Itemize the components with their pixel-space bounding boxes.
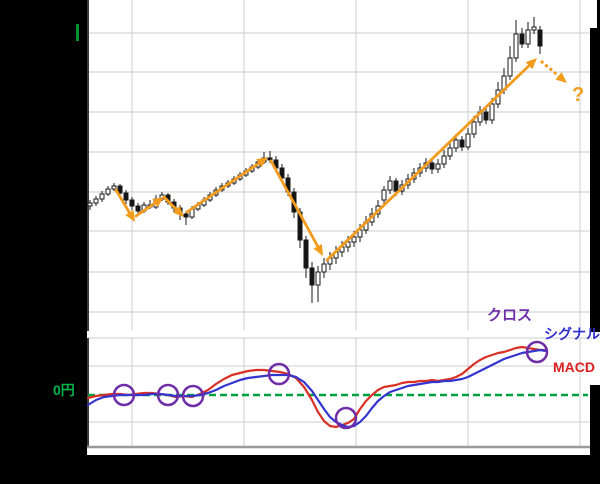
candle-up (513, 33, 519, 59)
candle-down (483, 111, 489, 121)
macd-line (86, 345, 548, 429)
redacted-right-edge-upper (590, 28, 600, 332)
macd-line-label: MACD (553, 359, 595, 375)
cross-circles (112, 340, 549, 430)
candle-down (183, 213, 189, 218)
candle-up (87, 202, 93, 207)
cross-circle (334, 406, 358, 430)
cross-label: クロス (487, 307, 533, 324)
candle-down (537, 29, 543, 47)
cross-circle (267, 362, 291, 386)
candle-down (393, 180, 399, 192)
axes (87, 0, 592, 449)
candle-down (519, 33, 525, 45)
candle-down (117, 185, 123, 194)
candle-up (351, 236, 357, 243)
arrowhead (256, 157, 268, 168)
candle-up (321, 263, 327, 273)
candle-down (135, 205, 141, 212)
candle-up (447, 147, 453, 157)
candle-up (441, 155, 447, 165)
cross-circle (181, 384, 205, 408)
trend-arrow (185, 158, 265, 214)
candle-up (315, 271, 321, 286)
candle-down (429, 162, 435, 170)
candle-up (93, 198, 99, 204)
trend-arrow (269, 159, 322, 253)
arrowhead (313, 244, 323, 256)
candle-up (435, 163, 441, 170)
cross-circle (525, 340, 549, 364)
candle-up (105, 188, 111, 195)
candle-down (123, 192, 129, 201)
redacted-right-edge-lower (590, 385, 600, 484)
candle-down (129, 199, 135, 207)
candle-down (267, 157, 273, 161)
candle-up (507, 57, 513, 77)
redacted-right-edge-top (597, 0, 600, 28)
candle-down (459, 139, 465, 148)
candle-up (471, 121, 477, 135)
grid (88, 0, 592, 448)
candle-down (279, 167, 285, 179)
zero-yen-label: 0円 (53, 382, 75, 398)
candle-up (99, 193, 105, 200)
candle-down (309, 267, 315, 286)
redacted-date-axis-area (0, 455, 600, 484)
candle-up (111, 185, 117, 190)
candle-up (525, 29, 531, 45)
candle-up (387, 180, 393, 191)
candle-up (345, 241, 351, 248)
arrowhead (525, 58, 537, 70)
arrowhead (125, 210, 135, 222)
cross-circle (112, 383, 136, 407)
candle-down (303, 239, 309, 269)
candlesticks (87, 17, 543, 303)
arrowhead (172, 205, 184, 217)
cross-circle (156, 383, 180, 407)
arrowhead (152, 197, 164, 208)
candle-up (489, 103, 495, 121)
candle-up (381, 189, 387, 201)
trend-arrow (114, 188, 134, 219)
candle-up (531, 26, 537, 31)
signal-line-label: シグナル (544, 326, 600, 342)
candle-up (453, 139, 459, 149)
arrowhead (555, 72, 567, 83)
green-axis-remnant-mark (76, 24, 79, 41)
trend-arrow (325, 60, 535, 262)
trend-arrows (114, 58, 567, 262)
redacted-price-axis-area (0, 0, 87, 455)
candle-up (465, 133, 471, 148)
question-mark-annotation: ? (572, 84, 585, 106)
